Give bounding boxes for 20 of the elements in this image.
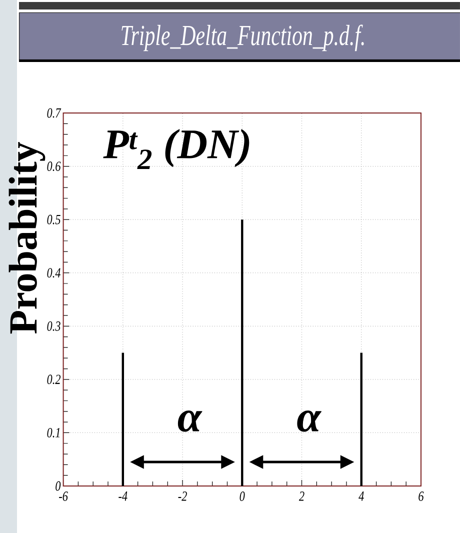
x-tick-label: 2	[298, 492, 304, 501]
y-tick-label: 0.7	[47, 108, 62, 118]
y-tick-label: 0.3	[47, 321, 60, 331]
chart-title: Triple_Delta_Function_p.d.f.	[122, 24, 364, 52]
x-tick-label: -4	[118, 492, 128, 501]
x-tick-label: -2	[178, 492, 187, 501]
y-axis-title: Probability	[8, 142, 46, 334]
y-tick-label: 0	[56, 481, 61, 491]
y-tick-label: 0.5	[47, 214, 60, 224]
annotation: α	[297, 410, 322, 432]
annotation: P$^{t}$$_{2}$ (DN)	[103, 128, 250, 170]
y-tick-label: 0.4	[47, 268, 61, 278]
y-tick-label: 0.1	[47, 428, 60, 438]
y-tick-label: 0.2	[47, 374, 61, 384]
annotation: α	[178, 410, 202, 432]
x-tick-label: -6	[59, 492, 68, 501]
x-tick-label: 4	[358, 492, 364, 501]
x-tick-label: 6	[418, 492, 424, 501]
x-tick-label: 0	[240, 492, 245, 501]
y-tick-label: 0.6	[47, 162, 61, 172]
